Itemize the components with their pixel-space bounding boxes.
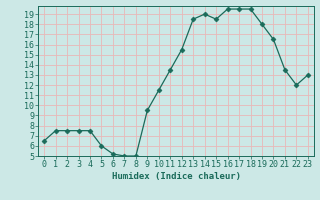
X-axis label: Humidex (Indice chaleur): Humidex (Indice chaleur) [111, 172, 241, 181]
